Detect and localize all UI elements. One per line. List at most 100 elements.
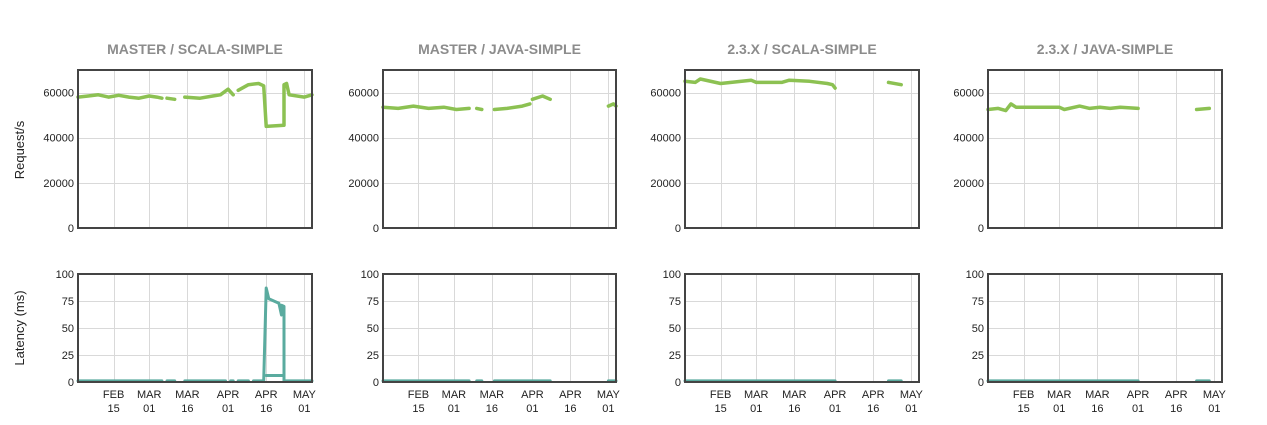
x-tick-label-month: MAR [137, 389, 162, 401]
y-tick-label: 50 [972, 323, 984, 335]
x-tick-label-month: APR [824, 389, 847, 401]
y-tick-label: 75 [62, 296, 74, 308]
y-tick-label: 0 [675, 223, 681, 235]
chart-title: 2.3.X / JAVA-SIMPLE [1037, 41, 1173, 57]
chart-title: MASTER / JAVA-SIMPLE [418, 41, 581, 57]
series-line-segment [474, 106, 484, 112]
plot-frame [987, 69, 1223, 229]
x-tick-label-month: APR [1127, 389, 1150, 401]
y-tick-label: 0 [978, 223, 984, 235]
y-tick-label: 50 [669, 323, 681, 335]
x-tick-label-day: 01 [1208, 403, 1220, 415]
y-tick-label: 0 [68, 377, 74, 389]
x-tick-label-day: 15 [1017, 403, 1029, 415]
chart-panel-7: 0 25 50 75 100 FEB 15 MAR 01 MAR 16 APR 01 APR 16 MAY 01 [663, 269, 924, 415]
series-line-segment [236, 81, 314, 129]
series-line-segment [606, 102, 618, 108]
chart-panel-3: 2.3.X / SCALA-SIMPLE 0 20000 40000 60000 [650, 41, 920, 235]
series-line-segment [183, 87, 235, 100]
y-tick-label: 20000 [650, 178, 681, 190]
x-tick-label-month: FEB [710, 389, 731, 401]
y-tick-label: 0 [675, 377, 681, 389]
y-tick-label: 25 [62, 350, 74, 362]
x-tick-label-day: 01 [448, 403, 460, 415]
x-tick-label-day: 16 [1091, 403, 1103, 415]
x-tick-label-day: 16 [564, 403, 576, 415]
x-tick-label-month: MAY [1203, 389, 1227, 401]
y-tick-label: 75 [367, 296, 379, 308]
y-tick-label: 100 [966, 269, 984, 281]
x-tick-label-month: APR [217, 389, 240, 401]
plot-frame [382, 69, 617, 229]
series-line-segment [76, 93, 164, 100]
y-tick-label: 40000 [348, 133, 379, 145]
x-tick-label-month: MAR [480, 389, 505, 401]
x-tick-label-day: 01 [905, 403, 917, 415]
x-tick-label-day: 16 [181, 403, 193, 415]
x-tick-label-day: 01 [298, 403, 310, 415]
x-tick-label-day: 16 [260, 403, 272, 415]
x-tick-label-day: 15 [107, 403, 119, 415]
chart-panel-1: MASTER / SCALA-SIMPLE 0 20000 40000 60000 [43, 41, 314, 235]
x-tick-label-day: 15 [714, 403, 726, 415]
x-tick-label-month: MAY [597, 389, 621, 401]
y-tick-label: 60000 [348, 88, 379, 100]
x-tick-label-day: 01 [526, 403, 538, 415]
y-tick-label: 25 [669, 350, 681, 362]
x-tick-label-month: MAR [782, 389, 807, 401]
x-tick-label-month: FEB [408, 389, 429, 401]
x-tick-label-month: APR [521, 389, 544, 401]
series-line-segment [492, 102, 532, 112]
chart-panel-5: 0 25 50 75 100 FEB 15 MAR 01 MAR 16 APR 01 APR 16 MAY 01 [56, 269, 317, 415]
plot-frame [987, 273, 1223, 383]
x-tick-label-month: APR [255, 389, 278, 401]
plot-frame [382, 273, 617, 383]
y-tick-label: 100 [56, 269, 74, 281]
x-tick-label-month: APR [1165, 389, 1188, 401]
x-tick-label-day: 16 [788, 403, 800, 415]
y-tick-label: 40000 [650, 133, 681, 145]
y-tick-label: 60000 [43, 88, 74, 100]
y-tick-label: 20000 [953, 178, 984, 190]
x-tick-label-month: FEB [103, 389, 124, 401]
y-tick-label: 25 [972, 350, 984, 362]
x-tick-label-month: APR [559, 389, 582, 401]
x-tick-label-day: 16 [867, 403, 879, 415]
x-tick-label-day: 01 [1053, 403, 1065, 415]
x-tick-label-day: 16 [1170, 403, 1182, 415]
x-tick-label-month: MAR [1047, 389, 1072, 401]
plot-frame [77, 273, 313, 383]
x-tick-label-month: APR [862, 389, 885, 401]
y-axis-label-latency: Latency (ms) [12, 290, 27, 365]
y-tick-label: 20000 [43, 178, 74, 190]
y-tick-label: 60000 [953, 88, 984, 100]
series-line-segment [683, 77, 837, 90]
x-tick-label-day: 01 [143, 403, 155, 415]
y-tick-label: 40000 [43, 133, 74, 145]
plot-frame [684, 273, 920, 383]
x-tick-label-day: 16 [486, 403, 498, 415]
x-tick-label-day: 01 [222, 403, 234, 415]
plot-frame [684, 69, 920, 229]
x-tick-label-day: 01 [750, 403, 762, 415]
x-tick-label-month: MAR [175, 389, 200, 401]
y-tick-label: 0 [373, 377, 379, 389]
y-tick-label: 75 [972, 296, 984, 308]
chart-panel-2: MASTER / JAVA-SIMPLE 0 20000 40000 60000 [348, 41, 618, 235]
chart-panel-6: 0 25 50 75 100 FEB 15 MAR 01 MAR 16 APR 01 APR 16 MAY 01 [361, 269, 621, 415]
chart-title: 2.3.X / SCALA-SIMPLE [727, 41, 876, 57]
chart-panel-8: 0 25 50 75 100 FEB 15 MAR 01 MAR 16 APR 01 APR 16 MAY 01 [966, 269, 1227, 415]
series-line-segment [1194, 106, 1212, 112]
x-tick-label-month: MAY [293, 389, 317, 401]
y-tick-label: 40000 [953, 133, 984, 145]
chart-title: MASTER / SCALA-SIMPLE [107, 41, 283, 57]
x-tick-label-month: MAR [442, 389, 467, 401]
x-tick-label-month: MAR [744, 389, 769, 401]
y-tick-label: 100 [663, 269, 681, 281]
y-tick-label: 20000 [348, 178, 379, 190]
y-tick-label: 25 [367, 350, 379, 362]
x-tick-label-day: 15 [412, 403, 424, 415]
y-tick-label: 50 [367, 323, 379, 335]
series-line-segment [165, 96, 177, 102]
